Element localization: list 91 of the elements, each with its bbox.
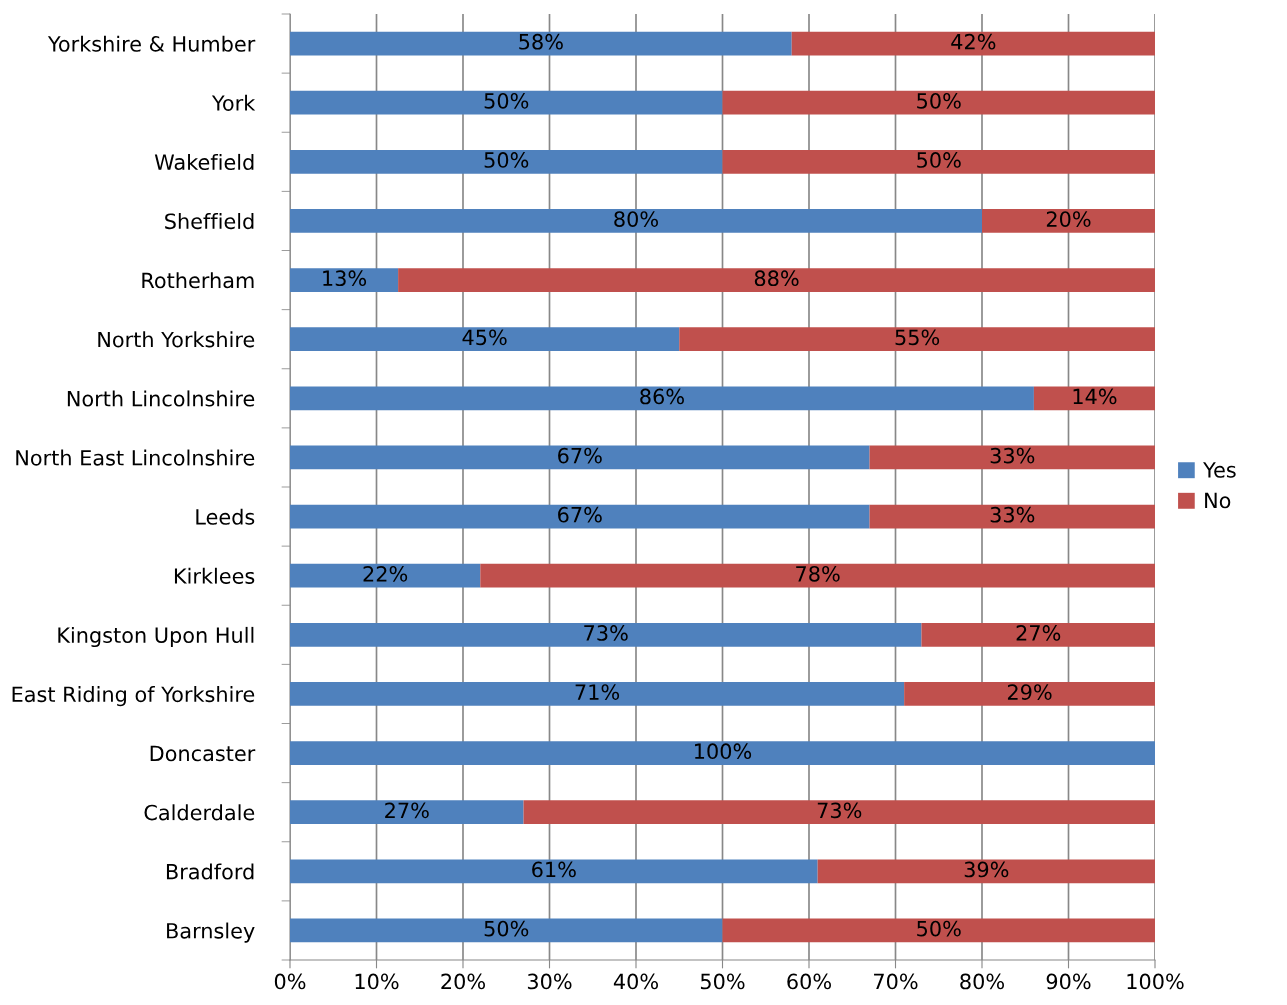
bar	[290, 268, 399, 292]
y-tick-label: Rotherham	[142, 272, 254, 289]
y-tick-label: Sheffield	[165, 213, 254, 230]
data-label: 27%	[385, 802, 429, 819]
y-tick-label: Doncaster	[150, 745, 256, 762]
data-label: 73%	[584, 625, 628, 641]
data-label: 80%	[614, 211, 658, 227]
data-label: 20%	[1046, 211, 1091, 227]
bar	[290, 149, 723, 174]
x-tick-label: 50%	[700, 973, 745, 990]
y-tick-label: Kirklees	[174, 567, 255, 584]
y-tick-label: Kingston Upon Hull	[58, 626, 254, 648]
data-label: 50%	[917, 152, 961, 168]
data-label: 58%	[519, 33, 563, 50]
y-tick-label: North Lincolnshire	[67, 390, 255, 407]
x-tick-label: 90%	[1046, 973, 1091, 990]
data-label: 42%	[951, 33, 996, 50]
legend-label: Yes	[1203, 462, 1236, 478]
y-tick-label: North Yorkshire	[98, 331, 255, 348]
bar	[869, 445, 1155, 470]
legend-label: No	[1205, 492, 1231, 509]
data-label: 73%	[817, 802, 862, 819]
bar	[290, 682, 905, 706]
bar	[290, 90, 723, 115]
data-label: 61%	[532, 861, 576, 878]
data-label: 29%	[1007, 684, 1052, 700]
bar	[290, 800, 524, 825]
bar	[722, 918, 1155, 943]
y-tick-label: Barnsley	[167, 922, 255, 943]
bar	[290, 209, 982, 233]
y-tick-label: Yorkshire & Humber	[47, 35, 256, 52]
data-label: 14%	[1073, 388, 1117, 405]
data-label: 88%	[754, 270, 799, 287]
x-tick-label: 0%	[274, 973, 306, 990]
bar	[290, 563, 481, 588]
data-label: 78%	[796, 565, 840, 582]
bar	[921, 622, 1155, 647]
x-tick-label: 30%	[527, 973, 572, 990]
x-tick-label: 80%	[960, 973, 1004, 990]
y-tick-label: Wakefield	[154, 153, 254, 171]
bar	[290, 31, 792, 56]
data-label: 71%	[575, 684, 620, 700]
data-label: 33%	[990, 506, 1035, 523]
bar	[869, 504, 1155, 529]
data-label: 50%	[917, 92, 961, 109]
bar	[290, 622, 922, 647]
y-tick-label: Bradford	[166, 863, 254, 880]
bar	[290, 741, 1155, 765]
x-tick-label: 100%	[1127, 973, 1184, 990]
data-label: 27%	[1016, 625, 1061, 641]
data-label: 22%	[363, 565, 408, 582]
bar	[290, 445, 870, 470]
bar	[290, 918, 723, 943]
bar	[290, 327, 680, 352]
x-tick-label: 10%	[355, 973, 399, 990]
data-label: 50%	[484, 92, 529, 109]
bar	[480, 563, 1155, 588]
data-label: 100%	[695, 743, 752, 760]
bar	[290, 504, 870, 529]
x-tick-label: 70%	[874, 973, 918, 990]
y-tick-label: North East Lincolnshire	[16, 449, 255, 466]
bar	[679, 327, 1155, 352]
bar	[904, 682, 1155, 706]
data-label: 45%	[462, 329, 507, 346]
bar	[722, 149, 1155, 174]
data-label: 13%	[323, 270, 367, 287]
y-tick-label: Leeds	[196, 508, 255, 525]
data-label: 67%	[558, 506, 602, 523]
data-label: 67%	[558, 447, 602, 464]
bar	[398, 268, 1155, 292]
y-tick-label: Calderdale	[144, 804, 255, 821]
bar	[1033, 386, 1155, 411]
x-tick-label: 20%	[441, 973, 485, 990]
data-label: 50%	[917, 920, 961, 937]
bar	[523, 800, 1155, 825]
bar	[817, 859, 1155, 884]
data-label: 50%	[484, 920, 529, 937]
data-label: 33%	[990, 447, 1035, 464]
y-tick-label: East Riding of Yorkshire	[12, 686, 255, 707]
bar	[982, 209, 1155, 233]
x-tick-label: 60%	[787, 973, 831, 990]
bar	[791, 31, 1155, 56]
data-label: 55%	[895, 329, 940, 346]
data-label: 86%	[640, 388, 684, 405]
bar	[290, 859, 818, 884]
data-label: 39%	[964, 861, 1009, 878]
data-label: 50%	[484, 152, 529, 168]
y-tick-label: York	[211, 94, 256, 111]
bar	[290, 386, 1034, 411]
x-tick-label: 40%	[613, 973, 658, 990]
bar	[722, 90, 1155, 115]
